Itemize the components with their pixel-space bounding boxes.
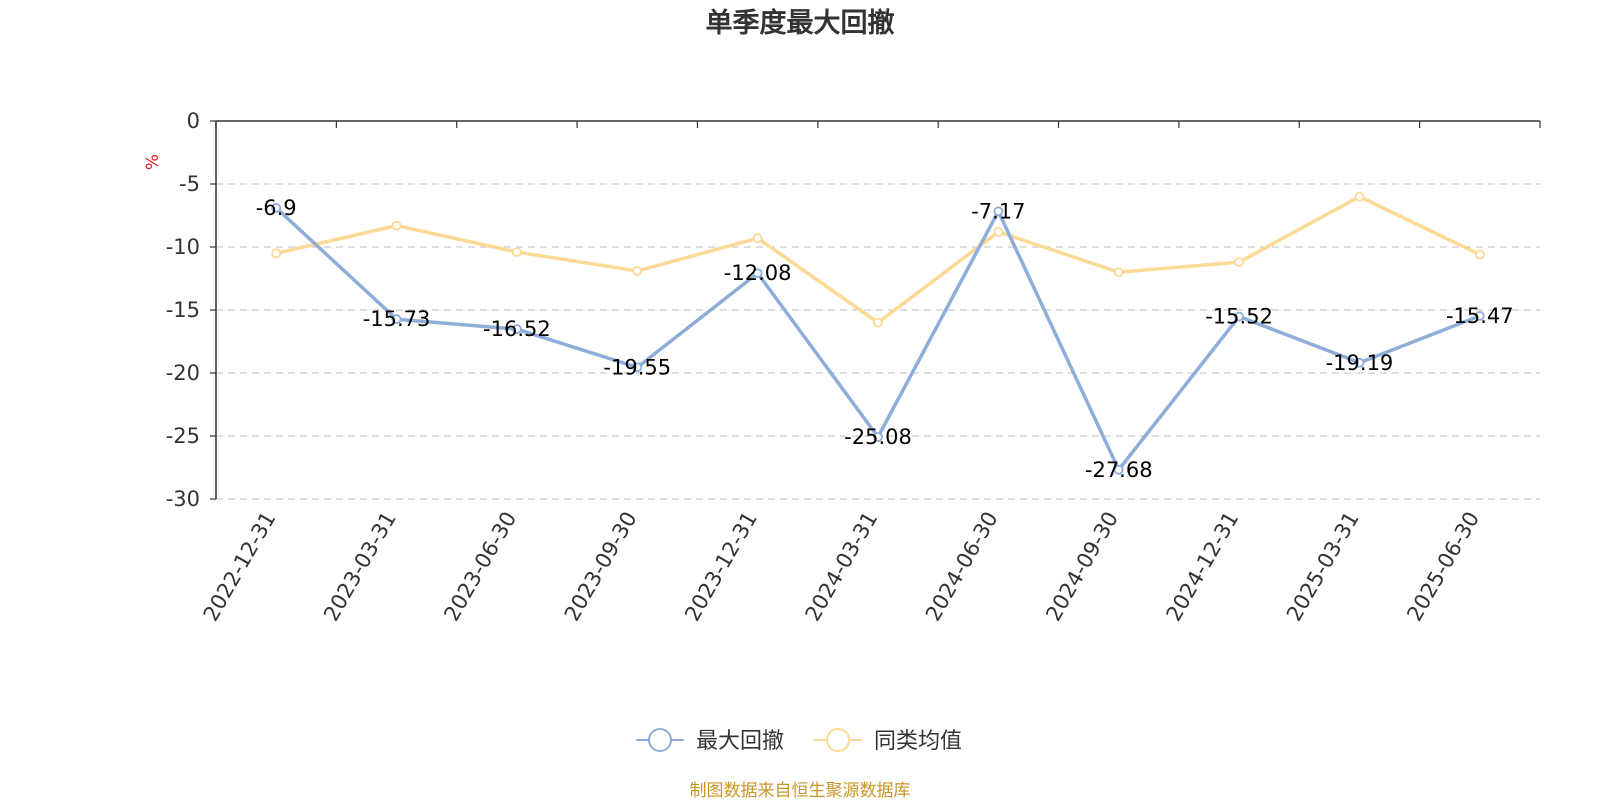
- data-point[interactable]: [752, 268, 763, 279]
- data-labels: -6.9 -15.73 -16.52 -19.55 -12.08 -25.08 -7.17 -…: [256, 196, 1514, 482]
- data-label: -6.9: [256, 196, 297, 220]
- data-point[interactable]: [752, 233, 763, 244]
- legend-label: 最大回撤: [696, 729, 784, 754]
- data-label: -15.47: [1446, 304, 1514, 328]
- x-tick-label: 2023-12-31: [680, 508, 762, 626]
- data-label: -19.55: [603, 355, 671, 379]
- x-tick-label: 2024-09-30: [1041, 508, 1123, 626]
- data-point[interactable]: [632, 266, 643, 276]
- legend-item-0[interactable]: 最大回撤: [636, 728, 784, 754]
- data-point[interactable]: [1474, 249, 1485, 260]
- axes: [210, 120, 1541, 500]
- data-point[interactable]: [1474, 311, 1485, 321]
- series-1: [271, 191, 1485, 328]
- x-tick-label: 2023-09-30: [560, 508, 642, 626]
- x-tick-label: 2024-12-31: [1162, 508, 1244, 626]
- y-axis-unit: %: [143, 154, 163, 170]
- data-point[interactable]: [512, 324, 522, 335]
- data-label: -27.68: [1085, 458, 1153, 482]
- data-label: -15.73: [363, 307, 431, 331]
- x-tick-label: 2024-03-31: [801, 508, 883, 626]
- series-group: [271, 191, 1485, 475]
- source-note: 制图数据来自恒生聚源数据库: [690, 781, 911, 800]
- legend-marker-icon: [826, 728, 850, 752]
- x-tick-label: 2023-06-30: [439, 508, 521, 626]
- data-label: -7.17: [971, 199, 1025, 223]
- y-tick-label: -20: [166, 361, 200, 385]
- data-point[interactable]: [512, 247, 522, 257]
- x-tick-label: 2023-03-31: [319, 507, 401, 625]
- x-tick-label: 2025-06-30: [1402, 508, 1484, 626]
- data-label: -16.52: [483, 317, 551, 341]
- data-point[interactable]: [873, 432, 883, 442]
- data-point[interactable]: [993, 206, 1004, 217]
- data-point[interactable]: [271, 248, 282, 259]
- data-point[interactable]: [1354, 191, 1365, 202]
- data-label: -12.08: [724, 261, 792, 285]
- series-0: [271, 203, 1485, 475]
- data-point[interactable]: [391, 314, 402, 325]
- data-point[interactable]: [1234, 257, 1244, 268]
- data-point[interactable]: [1234, 311, 1244, 322]
- y-tick-label: -5: [179, 172, 200, 196]
- data-point[interactable]: [1113, 267, 1124, 278]
- data-point[interactable]: [1113, 464, 1124, 475]
- data-label: -19.19: [1326, 351, 1394, 375]
- x-tick-label: 2024-06-30: [921, 508, 1003, 626]
- y-tick-label: -15: [166, 298, 200, 322]
- data-point[interactable]: [391, 220, 402, 231]
- legend-item-1[interactable]: 同类均值: [814, 728, 962, 754]
- data-point[interactable]: [271, 203, 282, 213]
- legend[interactable]: 最大回撤 同类均值: [636, 728, 962, 754]
- y-tick-label: -25: [166, 424, 200, 448]
- x-tick-label: 2025-03-31: [1282, 508, 1364, 626]
- y-tick-label: 0: [187, 109, 200, 133]
- data-label: -15.52: [1205, 305, 1273, 329]
- chart-title: 单季度最大回撤: [706, 7, 895, 39]
- data-point[interactable]: [1354, 357, 1365, 368]
- data-point[interactable]: [632, 362, 643, 373]
- x-tick-label: 2022-12-31: [199, 508, 281, 626]
- legend-marker-icon: [648, 728, 672, 752]
- series-line: [275, 194, 1481, 325]
- y-tick-label: -10: [166, 235, 200, 259]
- x-tick-labels: 2022-12-31 2023-03-31 2023-06-30 2023-09-30…: [199, 507, 1484, 625]
- legend-label: 同类均值: [874, 729, 962, 754]
- y-tick-label: -30: [166, 487, 200, 511]
- y-tick-labels: 0 -5 -10 -15 -20 -25 -30: [166, 109, 200, 511]
- data-point[interactable]: [873, 317, 883, 328]
- data-point[interactable]: [993, 226, 1004, 237]
- data-label: -25.08: [844, 425, 912, 449]
